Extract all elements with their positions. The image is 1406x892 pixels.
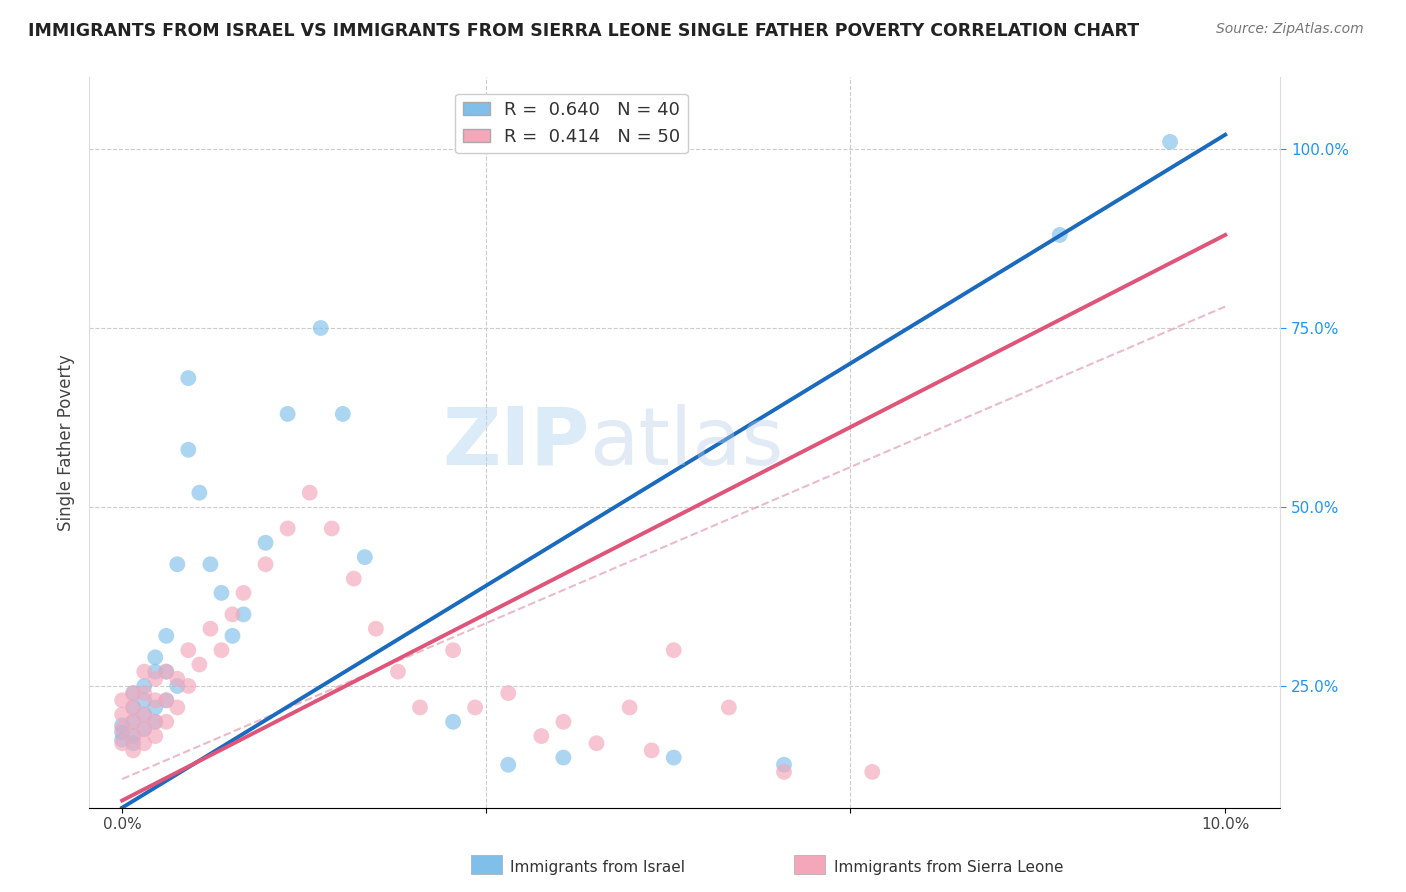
Point	[717, 700, 740, 714]
Point	[662, 750, 685, 764]
Point	[530, 729, 553, 743]
Point	[585, 736, 607, 750]
Point	[298, 485, 321, 500]
Point	[143, 672, 166, 686]
Point	[496, 686, 519, 700]
Point	[143, 714, 166, 729]
Point	[200, 622, 222, 636]
Point	[254, 558, 277, 572]
Point	[111, 736, 134, 750]
Point	[111, 718, 134, 732]
Point	[166, 679, 188, 693]
Point	[134, 693, 156, 707]
Point	[277, 407, 299, 421]
Point	[143, 693, 166, 707]
Point	[277, 521, 299, 535]
Point	[111, 725, 134, 739]
Point	[122, 729, 145, 743]
Point	[143, 700, 166, 714]
Point	[441, 714, 464, 729]
Point	[155, 693, 177, 707]
Point	[409, 700, 432, 714]
Text: ZIP: ZIP	[441, 403, 589, 482]
Point	[111, 732, 134, 747]
Point	[177, 371, 200, 385]
Text: Source: ZipAtlas.com: Source: ZipAtlas.com	[1216, 22, 1364, 37]
Point	[134, 722, 156, 736]
Point	[188, 485, 211, 500]
Point	[232, 586, 254, 600]
Point	[134, 707, 156, 722]
Point	[332, 407, 354, 421]
Point	[143, 650, 166, 665]
Point	[188, 657, 211, 672]
Text: IMMIGRANTS FROM ISRAEL VS IMMIGRANTS FROM SIERRA LEONE SINGLE FATHER POVERTY COR: IMMIGRANTS FROM ISRAEL VS IMMIGRANTS FRO…	[28, 22, 1139, 40]
Point	[209, 643, 232, 657]
Text: Immigrants from Israel: Immigrants from Israel	[510, 860, 685, 874]
Point	[111, 693, 134, 707]
Point	[155, 629, 177, 643]
Point	[254, 536, 277, 550]
Point	[321, 521, 343, 535]
Point	[364, 622, 387, 636]
Point	[122, 743, 145, 757]
Point	[134, 686, 156, 700]
Point	[134, 736, 156, 750]
Point	[860, 764, 883, 779]
Point	[343, 572, 366, 586]
Point	[111, 707, 134, 722]
Point	[122, 686, 145, 700]
Point	[553, 714, 575, 729]
Point	[122, 714, 145, 729]
Point	[773, 757, 796, 772]
Point	[662, 643, 685, 657]
Point	[1159, 135, 1181, 149]
Point	[221, 629, 243, 643]
Point	[464, 700, 486, 714]
Point	[1049, 227, 1071, 242]
Point	[122, 700, 145, 714]
Point	[134, 707, 156, 722]
Point	[773, 764, 796, 779]
Point	[143, 665, 166, 679]
Point	[177, 442, 200, 457]
Point	[122, 736, 145, 750]
Point	[177, 679, 200, 693]
Point	[232, 607, 254, 622]
Point	[221, 607, 243, 622]
Point	[441, 643, 464, 657]
Point	[166, 700, 188, 714]
Point	[122, 686, 145, 700]
Point	[200, 558, 222, 572]
Point	[553, 750, 575, 764]
Text: Immigrants from Sierra Leone: Immigrants from Sierra Leone	[834, 860, 1063, 874]
Point	[122, 714, 145, 729]
Point	[143, 714, 166, 729]
Point	[122, 700, 145, 714]
Legend: R =  0.640   N = 40, R =  0.414   N = 50: R = 0.640 N = 40, R = 0.414 N = 50	[456, 94, 688, 153]
Point	[177, 643, 200, 657]
Point	[134, 722, 156, 736]
Point	[496, 757, 519, 772]
Point	[309, 321, 332, 335]
Text: atlas: atlas	[589, 403, 783, 482]
Point	[640, 743, 662, 757]
Point	[353, 550, 375, 565]
Point	[134, 665, 156, 679]
Y-axis label: Single Father Poverty: Single Father Poverty	[58, 354, 75, 531]
Point	[155, 693, 177, 707]
Point	[134, 679, 156, 693]
Point	[209, 586, 232, 600]
Point	[387, 665, 409, 679]
Point	[122, 729, 145, 743]
Point	[155, 665, 177, 679]
Point	[166, 672, 188, 686]
Point	[111, 722, 134, 736]
Point	[143, 729, 166, 743]
Point	[155, 665, 177, 679]
Point	[166, 558, 188, 572]
Point	[619, 700, 641, 714]
Point	[155, 714, 177, 729]
